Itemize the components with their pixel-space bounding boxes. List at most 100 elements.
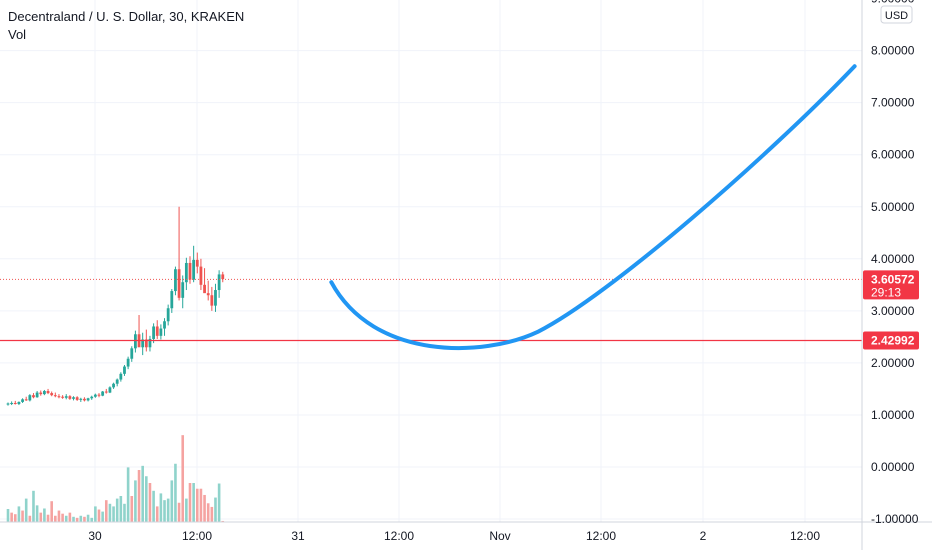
volume-bar [206,503,210,522]
volume-bar [137,470,141,522]
candle-body[interactable] [50,393,54,396]
candle-body[interactable] [123,366,126,374]
candle-body[interactable] [104,391,108,393]
candle-body[interactable] [112,383,115,388]
volume-bar [134,480,137,522]
candle-body[interactable] [221,274,225,280]
price-tick-label: 5.00000 [871,200,915,214]
volume-bar [148,483,152,522]
volume-bar [32,490,35,522]
volume-bar [79,515,83,522]
candle-body[interactable] [170,291,174,309]
volume-bar [72,516,75,522]
candle-body[interactable] [203,284,206,294]
volume-bar [101,511,104,522]
currency-badge[interactable] [880,5,913,24]
candle-body[interactable] [217,274,221,291]
last-price-value: 3.60572 [871,272,915,286]
candle-body[interactable] [13,402,17,405]
symbol-title[interactable]: Decentraland / U. S. Dollar, 30, KRAKEN [8,9,245,24]
volume-bar [90,517,94,522]
candle-body[interactable] [86,398,90,401]
candle-body[interactable] [181,282,185,298]
candle-body[interactable] [130,348,134,359]
candle-body[interactable] [53,395,57,397]
volume-bar [210,506,214,522]
price-tick-label: 6.00000 [871,148,915,162]
candle-body[interactable] [61,396,64,398]
candle-body[interactable] [46,391,50,394]
candle-body[interactable] [57,396,61,398]
volume-bar [21,510,24,522]
candle-body[interactable] [10,402,14,404]
volume-bar [195,488,199,522]
candle-body[interactable] [21,399,24,402]
volume-bar [166,498,170,522]
candle-body[interactable] [93,394,97,397]
candle-body[interactable] [141,339,145,348]
candle-body[interactable] [72,397,75,399]
chart-legend: Decentraland / U. S. Dollar, 30, KRAKEN … [8,8,244,44]
volume-bar [46,514,50,522]
candle-body[interactable] [35,392,39,398]
volume-bar [174,463,177,522]
candle-body[interactable] [214,290,217,306]
candle-body[interactable] [206,293,210,296]
candle-body[interactable] [90,396,94,399]
candle-body[interactable] [75,397,79,400]
candle-body[interactable] [101,391,105,396]
candle-body[interactable] [97,394,101,396]
candle-body[interactable] [43,391,46,395]
candle-body[interactable] [134,334,137,349]
candle-body[interactable] [144,339,148,348]
candle-body[interactable] [192,259,196,280]
candle-body[interactable] [79,398,83,400]
candle-body[interactable] [199,266,203,285]
volume-bar [217,483,221,522]
candle-body[interactable] [163,321,166,329]
volume-bar [86,514,90,522]
candle-body[interactable] [39,392,43,395]
volume-bar [28,515,32,522]
volume-bar [119,496,123,522]
candle-body[interactable] [177,269,181,298]
time-tick-label: 12:00 [586,529,616,543]
candle-body[interactable] [159,328,163,336]
candle-body[interactable] [126,358,130,367]
volume-bar [188,483,192,522]
candle-body[interactable] [115,379,119,384]
candle-body[interactable] [28,395,32,401]
candle-body[interactable] [184,262,188,283]
volume-bar [104,500,108,522]
volume-indicator-label[interactable]: Vol [8,27,27,42]
candle-body[interactable] [210,295,214,306]
candle-body[interactable] [166,308,170,322]
volume-bar [43,508,46,522]
candle-body[interactable] [108,387,112,393]
candle-body[interactable] [119,373,123,380]
projection-curve[interactable] [329,64,857,350]
candle-body[interactable] [152,326,155,339]
candle-body[interactable] [188,262,192,280]
candle-body[interactable] [64,396,68,398]
volume-bar [54,515,57,522]
level-price-badge[interactable] [863,331,919,350]
volume-bar [24,498,28,522]
candle-body[interactable] [6,403,10,405]
volume-bar [94,506,97,522]
candle-body[interactable] [32,395,35,398]
volume-bar [181,435,185,522]
candle-body[interactable] [195,259,199,267]
candle-body[interactable] [174,269,177,292]
candle-body[interactable] [68,396,72,399]
candle-body[interactable] [17,401,21,405]
candle-body[interactable] [155,326,159,336]
volume-bar [57,510,61,522]
candle-body[interactable] [148,338,152,348]
price-tick-label: 3.00000 [871,304,915,318]
candle-body[interactable] [24,399,28,401]
candle-body[interactable] [83,398,86,401]
volume-bar [35,505,39,522]
